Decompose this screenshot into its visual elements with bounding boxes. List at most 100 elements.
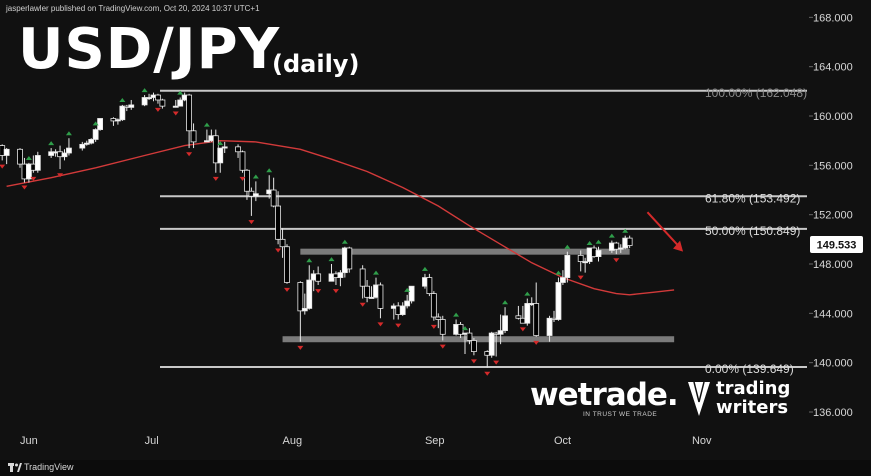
candle-body (279, 238, 286, 248)
candle-body (626, 237, 633, 246)
candle-body (439, 319, 446, 335)
up-arrow-icon (404, 287, 411, 292)
fib-label: 0.00% (139.649) (705, 362, 794, 376)
down-arrow-icon (377, 322, 384, 327)
x-tick-label: Jul (145, 435, 159, 447)
up-arrow-icon (453, 312, 460, 317)
candle-body (555, 282, 562, 320)
zone-band (282, 336, 675, 343)
y-axis[interactable]: 136.000 140.000 144.000 148.000 152.000 156.0… (809, 12, 853, 419)
zone-band (300, 248, 630, 255)
up-arrow-icon (306, 258, 313, 263)
candle (217, 147, 224, 173)
y-tick-label: 148.000 (813, 259, 853, 271)
candle-body (337, 272, 344, 278)
candle (186, 93, 193, 149)
up-arrow-icon (608, 233, 615, 238)
candle (34, 151, 41, 173)
candle (172, 99, 179, 108)
candle-body (66, 147, 72, 154)
candle (555, 277, 562, 321)
candle-body (430, 293, 437, 318)
candle (301, 293, 308, 315)
footer-platform-label[interactable]: TradingView (24, 462, 74, 472)
candle (430, 291, 437, 321)
candle (515, 305, 522, 320)
fib-label: 100.00% (162.048) (705, 86, 807, 100)
candle (368, 286, 375, 299)
candle-body (97, 118, 103, 130)
y-tick-label: 136.000 (813, 407, 853, 419)
candle-body (301, 308, 308, 312)
candle (159, 98, 166, 109)
candle-body (617, 247, 624, 250)
candle-body (346, 247, 353, 270)
candle-body (408, 285, 415, 302)
moving-average (6, 139, 675, 296)
down-arrow-icon (154, 107, 161, 112)
down-arrow-icon (577, 275, 584, 280)
candle (79, 141, 86, 151)
candle (25, 162, 32, 183)
x-tick-label: Sep (425, 435, 445, 447)
candle (470, 338, 477, 356)
candle-body (92, 129, 99, 140)
wetrade-logo: wetrade. (530, 377, 679, 413)
candle (306, 265, 313, 310)
candle (141, 95, 148, 107)
candle-body (306, 279, 313, 309)
down-arrow-icon (493, 360, 500, 365)
up-arrow-icon (341, 239, 348, 244)
candle (577, 250, 584, 272)
candle-body (252, 193, 259, 197)
up-arrow-icon (595, 239, 602, 244)
candle-body (560, 277, 566, 283)
down-arrow-icon (297, 345, 304, 350)
candle-body (426, 277, 433, 295)
consolidation-zones (282, 248, 675, 343)
candle-body (115, 119, 121, 122)
up-arrow-icon (217, 141, 224, 146)
y-tick-label: 144.000 (813, 308, 853, 320)
tradingview-logo-icon[interactable] (8, 462, 22, 473)
candle-body (399, 305, 406, 315)
candle-body (25, 163, 32, 180)
candle (203, 129, 210, 143)
candle-body (155, 94, 161, 101)
last-price-label: 149.533 (817, 240, 857, 252)
down-arrow-icon (613, 258, 620, 263)
candle-body (203, 140, 210, 143)
candle-body (235, 146, 241, 153)
candle-body (159, 99, 166, 107)
y-tick-label: 160.000 (813, 111, 853, 123)
candle-body (466, 332, 473, 341)
x-axis[interactable]: Jun Jul Aug Sep Oct Nov (20, 435, 712, 447)
candle-body (515, 315, 522, 319)
candle-body (470, 340, 477, 352)
candle-body (564, 254, 571, 278)
projection-arrow (646, 211, 684, 252)
candle (270, 177, 277, 208)
candle (408, 285, 415, 304)
ma-line (6, 139, 675, 296)
down-arrow-icon (430, 324, 437, 329)
candle-body (497, 330, 504, 335)
candle (3, 148, 10, 165)
down-arrow-icon (57, 173, 64, 178)
candle-body (244, 169, 250, 192)
candle-body (546, 317, 553, 336)
candle-body (186, 94, 193, 132)
fib-label: 61.80% (153.492) (705, 191, 800, 205)
up-arrow-icon (141, 88, 148, 93)
candle (582, 257, 589, 273)
up-arrow-icon (524, 291, 531, 296)
candle-body (239, 151, 246, 171)
up-arrow-icon (421, 266, 428, 271)
x-tick-label: Oct (554, 435, 571, 447)
candle (146, 93, 152, 100)
candle-body (364, 285, 371, 298)
up-arrow-icon (203, 122, 210, 127)
candle (221, 141, 228, 154)
candle (155, 93, 161, 104)
